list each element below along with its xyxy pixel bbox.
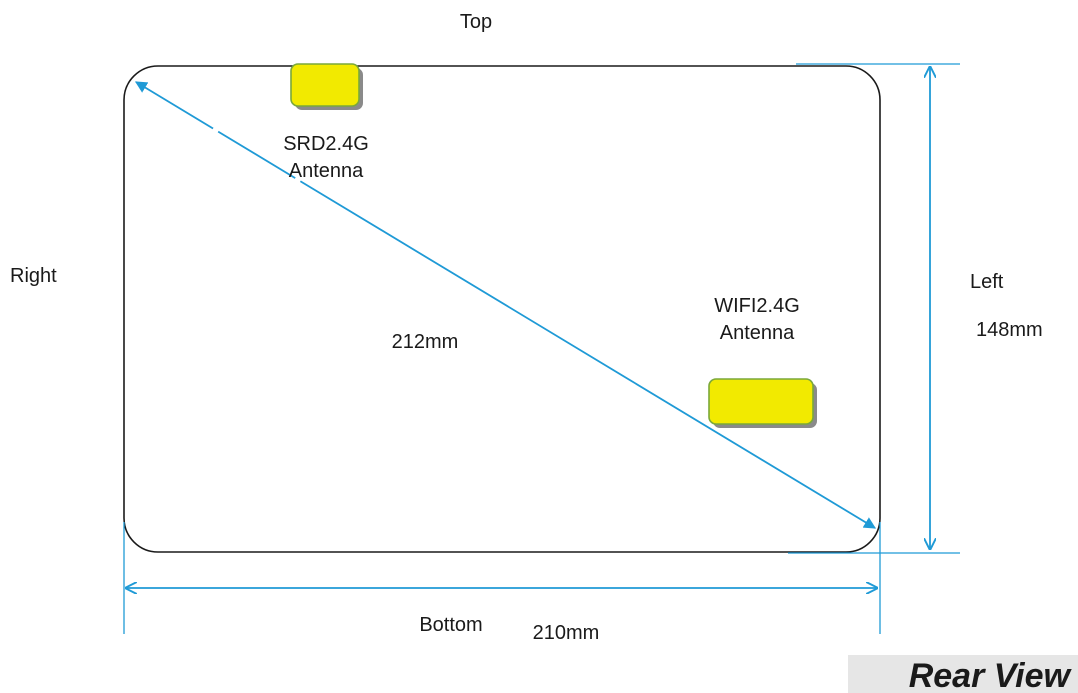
srd-antenna-label-line1: SRD2.4G <box>283 133 369 155</box>
top-side-label: Top <box>460 11 492 33</box>
height-dimension-label: 148mm <box>976 319 1043 341</box>
width-dimension-label: 210mm <box>533 622 600 644</box>
view-title: Rear View <box>909 657 1073 693</box>
wifi-antenna-label-line1: WIFI2.4G <box>714 295 800 317</box>
diagonal-dimension-label: 212mm <box>392 331 459 353</box>
bottom-side-label: Bottom <box>419 614 482 636</box>
wifi-antenna-label-line2: Antenna <box>720 322 795 344</box>
view-title-background <box>848 655 1078 693</box>
right-side-label: Right <box>10 265 57 287</box>
left-side-label: Left <box>970 271 1004 293</box>
wifi-antenna-block <box>708 378 814 425</box>
diagonal-dimension-arrow <box>134 81 877 529</box>
srd-antenna-block <box>290 63 360 107</box>
srd-antenna-label-line2: Antenna <box>289 160 364 182</box>
